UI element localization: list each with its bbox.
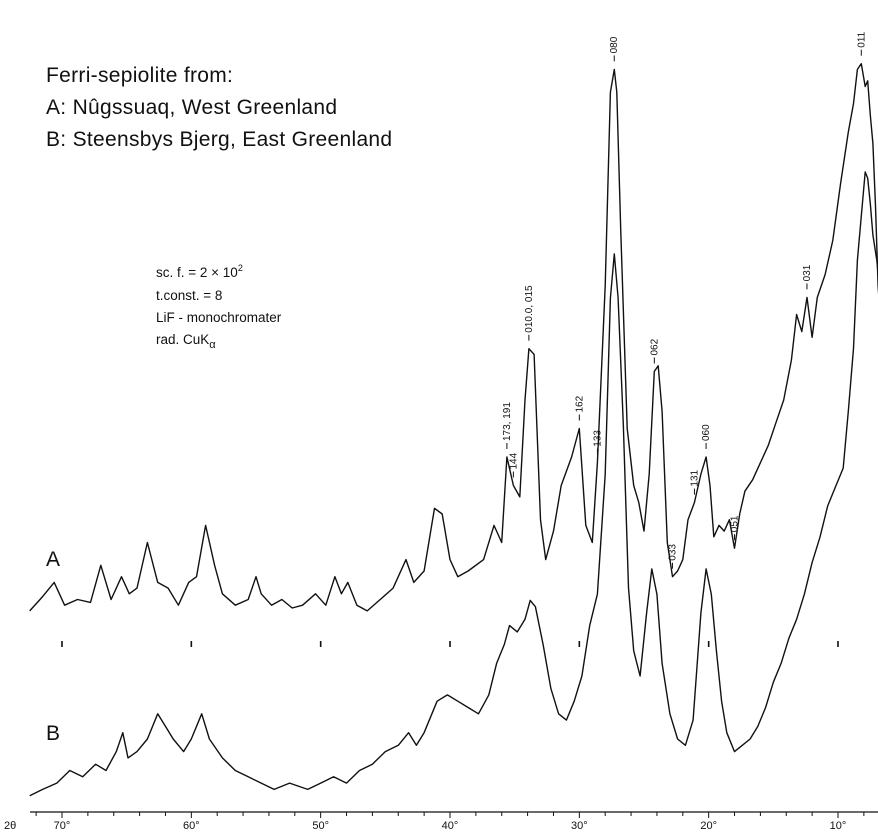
radiation-text: rad. CuK [156,332,210,347]
peak-label-6: 062 [649,338,660,355]
instrument-params: sc. f. = 2 × 102 t.const. = 8 LiF - mono… [156,262,281,352]
peak-label-1: 144 [508,452,519,469]
radiation: rad. CuKα [156,329,281,352]
peak-label-12: 011 [856,31,867,47]
x-tick-label-4: 30° [571,820,588,832]
peak-label-8: 131 [689,469,700,486]
scale-factor: sc. f. = 2 × 102 [156,262,281,285]
x-axis-label: 2θ [4,820,16,832]
time-constant: t.const. = 8 [156,288,223,303]
peak-label-3: 162 [574,395,585,412]
x-tick-label-2: 50° [312,820,329,832]
peak-label-9: 060 [701,424,712,441]
legend-entry-a: A: Nûgssuaq, West Greenland [46,96,338,119]
peak-label-4: 133 [592,430,603,447]
scale-factor-text: sc. f. = 2 × 10 [156,265,238,280]
trace-b [29,171,878,797]
x-tick-label-3: 40° [442,820,459,832]
peak-label-7: 033 [667,544,678,561]
x-tick-label-1: 60° [183,820,200,832]
peak-label-11: 031 [802,264,813,281]
peak-label-2: 010.0, 015 [524,285,535,333]
x-tick-label-6: 10° [830,820,847,832]
trace-label-a: A [46,548,60,571]
trace-a [29,63,878,612]
monochromator: LiF - monochromater [156,310,282,325]
chart-title: Ferri-sepiolite from: [46,64,234,87]
peak-label-10: 051 [730,515,741,532]
scale-factor-exponent: 2 [237,263,243,273]
x-tick-label-5: 20° [700,820,717,832]
trace-label-b: B [46,722,60,745]
legend-entry-b: B: Steensbys Bjerg, East Greenland [46,128,393,151]
legend: Ferri-sepiolite from: A: Nûgssuaq, West … [46,60,392,156]
peak-label-0: 173, 191 [502,402,513,441]
peak-label-5: 080 [609,36,620,53]
x-tick-label-0: 70° [54,820,71,832]
radiation-subscript: α [209,339,216,351]
